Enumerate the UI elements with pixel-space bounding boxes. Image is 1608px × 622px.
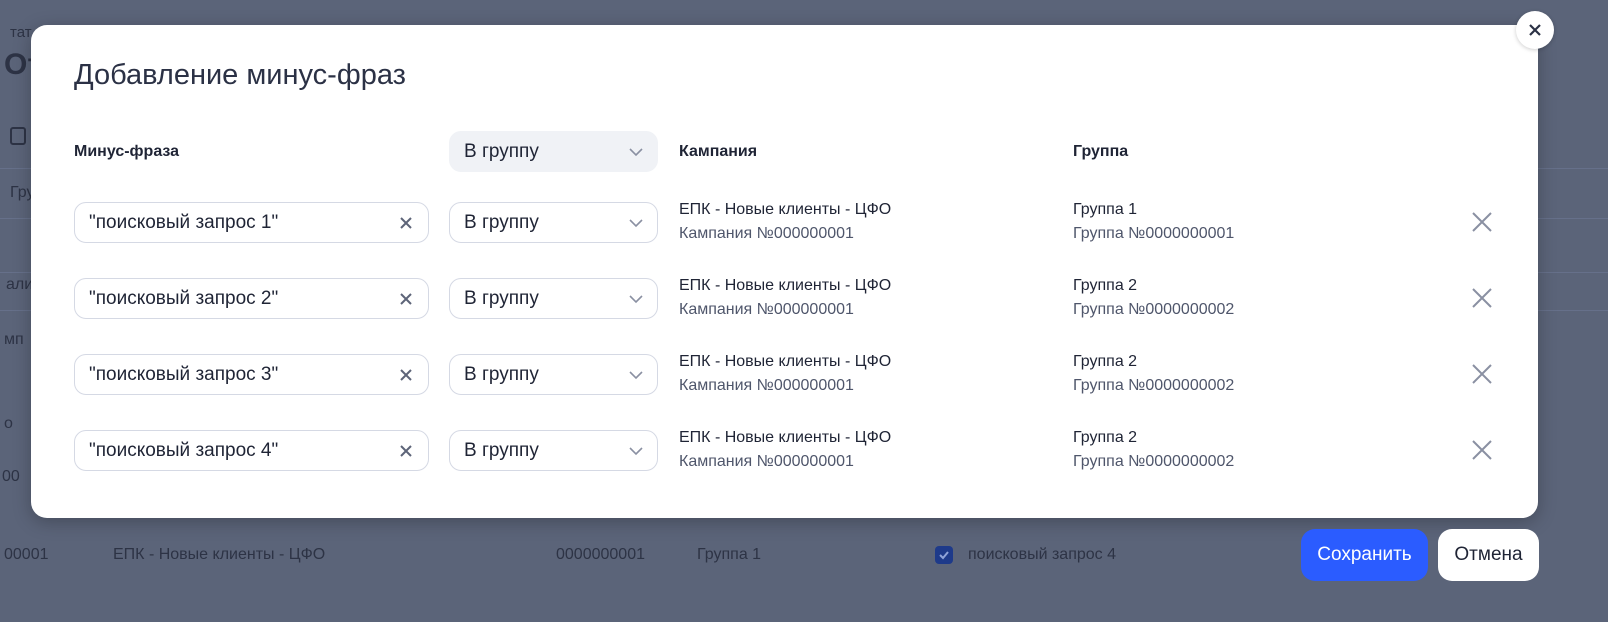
campaign-name: ЕПК - Новые клиенты - ЦФО xyxy=(679,201,892,218)
phrase-value: "поисковый запрос 2" xyxy=(89,287,279,309)
clear-icon[interactable] xyxy=(398,443,414,459)
campaign-info: ЕПК - Новые клиенты - ЦФО Кампания №0000… xyxy=(679,426,891,474)
group-info: Группа 1 Группа №0000000001 xyxy=(1073,198,1234,246)
bg-row-phrase: поисковый запрос 4 xyxy=(968,546,1116,563)
add-negative-phrases-modal: Добавление минус-фраз Минус-фраза В груп… xyxy=(31,25,1538,518)
campaign-id: Кампания №000000001 xyxy=(679,301,854,318)
bg-row-campaign: ЕПК - Новые клиенты - ЦФО xyxy=(113,546,326,563)
close-modal-button[interactable] xyxy=(1516,11,1554,49)
phrase-input[interactable]: "поисковый запрос 4" xyxy=(74,430,429,471)
target-value: В группу xyxy=(464,363,539,385)
target-select[interactable]: В группу xyxy=(449,430,658,471)
phrase-input[interactable]: "поисковый запрос 1" xyxy=(74,202,429,243)
clear-icon[interactable] xyxy=(398,215,414,231)
chevron-down-icon xyxy=(629,370,643,379)
group-id: Группа №0000000002 xyxy=(1073,377,1235,394)
target-select[interactable]: В группу xyxy=(449,354,658,395)
phrase-input[interactable]: "поисковый запрос 2" xyxy=(74,278,429,319)
bg-fragment: 00 xyxy=(2,468,20,485)
bg-breadcrumb: тат xyxy=(10,24,32,41)
phrase-value: "поисковый запрос 1" xyxy=(89,211,279,233)
modal-title: Добавление минус-фраз xyxy=(74,59,406,91)
group-info: Группа 2 Группа №0000000002 xyxy=(1073,274,1234,322)
remove-row-icon[interactable] xyxy=(1471,363,1493,385)
target-value: В группу xyxy=(464,287,539,309)
group-info: Группа 2 Группа №0000000002 xyxy=(1073,350,1234,398)
chevron-down-icon xyxy=(629,147,643,156)
campaign-info: ЕПК - Новые клиенты - ЦФО Кампания №0000… xyxy=(679,198,891,246)
group-id: Группа №0000000001 xyxy=(1073,225,1235,242)
campaign-name: ЕПК - Новые клиенты - ЦФО xyxy=(679,429,892,446)
header-group: Группа xyxy=(1073,143,1129,160)
campaign-id: Кампания №000000001 xyxy=(679,225,854,242)
campaign-info: ЕПК - Новые клиенты - ЦФО Кампания №0000… xyxy=(679,274,891,322)
phrase-value: "поисковый запрос 4" xyxy=(89,439,279,461)
clear-icon[interactable] xyxy=(398,291,414,307)
bg-row-group: Группа 1 xyxy=(697,546,762,563)
target-select[interactable]: В группу xyxy=(449,202,658,243)
campaign-id: Кампания №000000001 xyxy=(679,377,854,394)
remove-row-icon[interactable] xyxy=(1471,211,1493,233)
target-value: В группу xyxy=(464,211,539,233)
campaign-id: Кампания №000000001 xyxy=(679,453,854,470)
bulk-target-value: В группу xyxy=(464,140,539,162)
bg-group-label: Гру xyxy=(10,184,35,201)
calendar-icon xyxy=(10,127,26,145)
bg-row-id: 00001 xyxy=(4,546,49,563)
phrase-input[interactable]: "поисковый запрос 3" xyxy=(74,354,429,395)
group-name: Группа 1 xyxy=(1073,201,1138,218)
group-name: Группа 2 xyxy=(1073,277,1138,294)
target-select[interactable]: В группу xyxy=(449,278,658,319)
chevron-down-icon xyxy=(629,294,643,303)
campaign-name: ЕПК - Новые клиенты - ЦФО xyxy=(679,277,892,294)
bg-row-number: 0000000001 xyxy=(556,546,645,563)
campaign-info: ЕПК - Новые клиенты - ЦФО Кампания №0000… xyxy=(679,350,891,398)
group-id: Группа №0000000002 xyxy=(1073,301,1235,318)
bulk-target-select[interactable]: В группу xyxy=(449,131,658,172)
cancel-button[interactable]: Отмена xyxy=(1438,529,1539,581)
target-value: В группу xyxy=(464,439,539,461)
group-id: Группа №0000000002 xyxy=(1073,453,1235,470)
bg-row-checkbox[interactable] xyxy=(935,546,953,564)
save-button[interactable]: Сохранить xyxy=(1301,529,1428,581)
remove-row-icon[interactable] xyxy=(1471,287,1493,309)
remove-row-icon[interactable] xyxy=(1471,439,1493,461)
chevron-down-icon xyxy=(629,218,643,227)
bg-fragment: о xyxy=(4,415,13,432)
header-phrase: Минус-фраза xyxy=(74,143,180,160)
clear-icon[interactable] xyxy=(398,367,414,383)
phrase-value: "поисковый запрос 3" xyxy=(89,363,279,385)
group-name: Группа 2 xyxy=(1073,429,1138,446)
header-campaign: Кампания xyxy=(679,143,758,160)
close-icon xyxy=(1529,24,1541,36)
group-name: Группа 2 xyxy=(1073,353,1138,370)
campaign-name: ЕПК - Новые клиенты - ЦФО xyxy=(679,353,892,370)
group-info: Группа 2 Группа №0000000002 xyxy=(1073,426,1234,474)
chevron-down-icon xyxy=(629,446,643,455)
bg-fragment: мп xyxy=(4,331,24,348)
bg-fragment: али xyxy=(6,276,34,293)
